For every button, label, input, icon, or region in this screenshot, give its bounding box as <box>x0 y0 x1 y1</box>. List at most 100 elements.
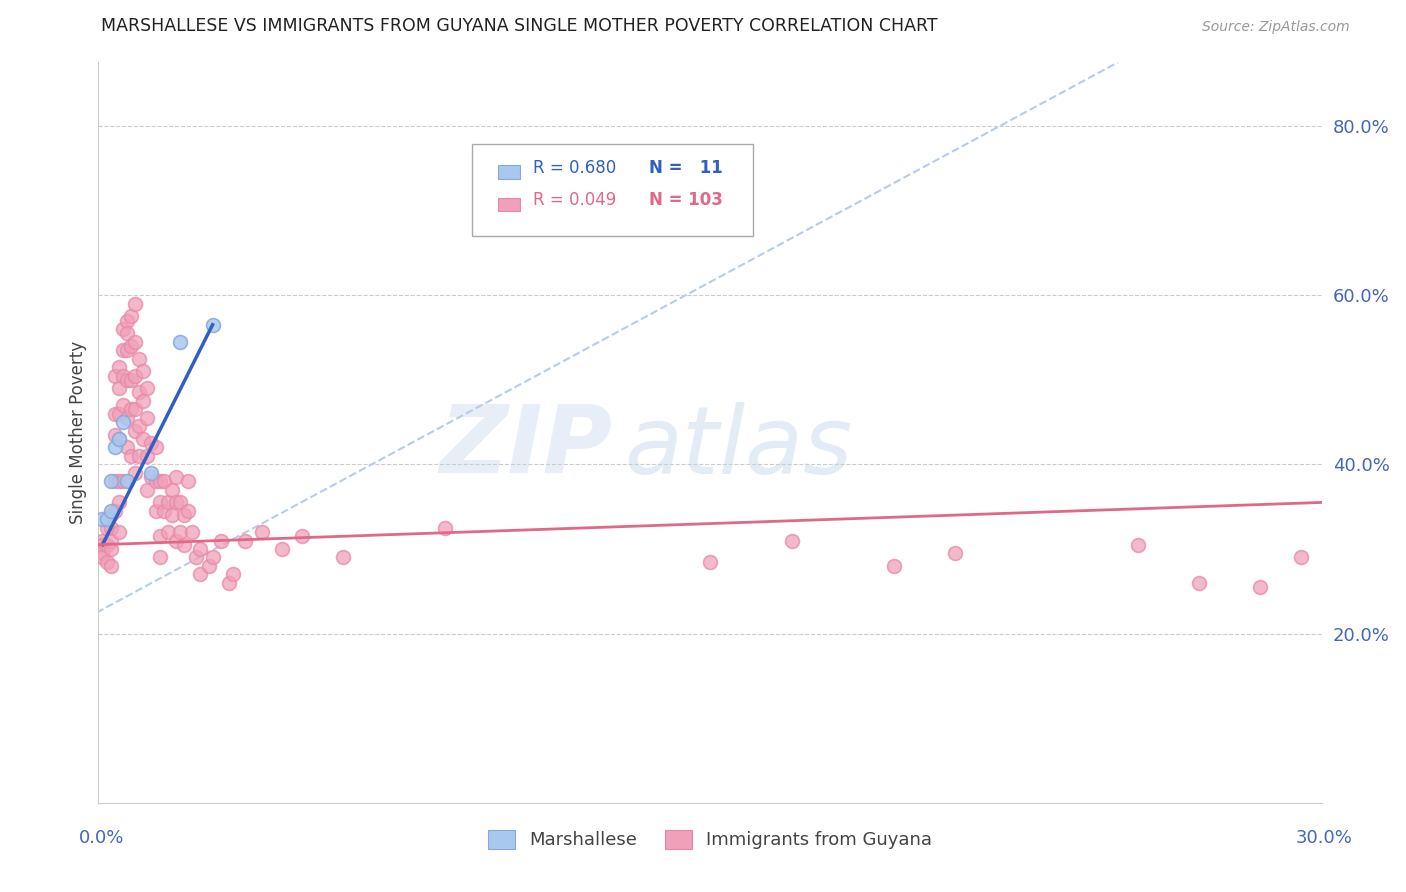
Point <box>222 567 245 582</box>
Point <box>91 533 114 548</box>
Point <box>145 475 167 489</box>
Point <box>165 533 187 548</box>
Point <box>1128 538 1150 552</box>
Point <box>177 475 200 489</box>
Point <box>160 508 183 522</box>
Point <box>115 410 138 425</box>
Text: N =   11: N = 11 <box>648 159 723 177</box>
Point <box>128 385 150 400</box>
Point <box>100 533 122 548</box>
Point <box>181 524 204 539</box>
Point <box>108 432 131 446</box>
Point <box>108 524 131 539</box>
Legend: Marshallese, Immigrants from Guyana: Marshallese, Immigrants from Guyana <box>481 823 939 856</box>
Point <box>160 483 183 497</box>
Point <box>100 508 122 522</box>
Point <box>943 546 966 560</box>
Text: Source: ZipAtlas.com: Source: ZipAtlas.com <box>1202 21 1350 34</box>
Point <box>152 504 174 518</box>
Point <box>883 558 905 573</box>
Point <box>111 343 134 358</box>
Point <box>96 521 118 535</box>
Point <box>108 495 131 509</box>
Point <box>152 475 174 489</box>
Point <box>124 296 146 310</box>
Point <box>124 402 146 417</box>
Point <box>128 419 150 434</box>
Point <box>132 364 155 378</box>
Point <box>124 334 146 349</box>
Point <box>1291 550 1313 565</box>
Point <box>173 538 195 552</box>
Point <box>149 475 172 489</box>
Point <box>108 407 131 421</box>
Point <box>120 339 142 353</box>
Point <box>96 555 118 569</box>
Point <box>120 402 142 417</box>
Point <box>169 495 191 509</box>
Point <box>100 475 122 489</box>
Point <box>149 550 172 565</box>
Point <box>132 432 155 446</box>
Point <box>141 470 163 484</box>
Point <box>108 359 131 374</box>
Point <box>100 521 122 535</box>
Text: R = 0.680: R = 0.680 <box>533 159 616 177</box>
Point <box>699 555 721 569</box>
FancyBboxPatch shape <box>471 144 752 236</box>
Point <box>1249 580 1271 594</box>
Point <box>104 427 127 442</box>
Point <box>115 343 138 358</box>
Text: atlas: atlas <box>624 402 852 493</box>
Point <box>149 495 172 509</box>
Point <box>197 558 219 573</box>
Point <box>145 504 167 518</box>
Point <box>115 441 138 455</box>
Point <box>201 550 224 565</box>
Y-axis label: Single Mother Poverty: Single Mother Poverty <box>69 341 87 524</box>
Point <box>104 407 127 421</box>
Point <box>111 415 134 429</box>
Point <box>186 550 208 565</box>
Point <box>115 326 138 341</box>
Point <box>111 368 134 383</box>
Text: N = 103: N = 103 <box>648 191 723 209</box>
Point <box>124 466 146 480</box>
Text: MARSHALLESE VS IMMIGRANTS FROM GUYANA SINGLE MOTHER POVERTY CORRELATION CHART: MARSHALLESE VS IMMIGRANTS FROM GUYANA SI… <box>101 17 938 35</box>
Point <box>434 521 457 535</box>
Point <box>136 449 159 463</box>
Point <box>173 508 195 522</box>
Point <box>115 475 138 489</box>
Point <box>111 398 134 412</box>
Point <box>108 381 131 395</box>
Point <box>250 524 273 539</box>
Point <box>218 575 240 590</box>
Point <box>120 449 142 463</box>
Point <box>156 524 179 539</box>
Text: 30.0%: 30.0% <box>1296 829 1353 847</box>
Text: 0.0%: 0.0% <box>79 829 124 847</box>
Point <box>111 322 134 336</box>
Point <box>177 504 200 518</box>
Point <box>120 373 142 387</box>
Point <box>169 334 191 349</box>
Text: ZIP: ZIP <box>439 401 612 493</box>
Point <box>149 529 172 543</box>
Point <box>104 475 127 489</box>
Point <box>91 550 114 565</box>
Point <box>100 558 122 573</box>
Point <box>96 512 118 526</box>
Point <box>120 310 142 324</box>
Point <box>141 466 163 480</box>
Point <box>201 318 224 332</box>
Point <box>96 538 118 552</box>
Point <box>115 373 138 387</box>
Point <box>124 424 146 438</box>
Point <box>576 208 599 222</box>
Point <box>145 441 167 455</box>
Point <box>128 449 150 463</box>
Point <box>115 313 138 327</box>
Point <box>209 533 232 548</box>
Point <box>91 546 114 560</box>
Point <box>91 512 114 526</box>
